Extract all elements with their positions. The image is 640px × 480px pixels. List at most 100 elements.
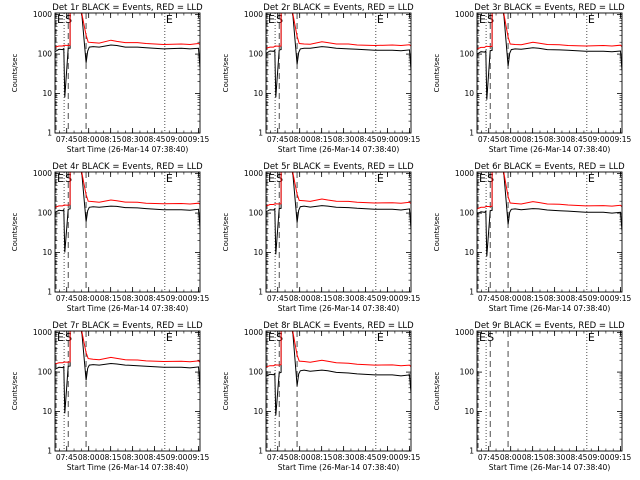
panel-title: Det 1r BLACK = Events, RED = LLD: [52, 3, 203, 13]
marker-label: E: [377, 331, 384, 344]
detector-panel: Det 7r BLACK = Events, RED = LLD Counts/s…: [11, 321, 210, 472]
x-tick-label: 08:00: [500, 453, 522, 462]
detector-panel: Det 4r BLACK = Events, RED = LLD Counts/s…: [11, 162, 210, 313]
marker-label: E: [268, 331, 275, 344]
panel-title: Det 7r BLACK = Events, RED = LLD: [52, 321, 203, 331]
y-tick-label: 1000: [33, 10, 52, 19]
y-tick-label: 10: [42, 89, 52, 98]
y-tick-label: 1: [469, 129, 474, 138]
x-tick-label: 07:45: [56, 294, 78, 303]
marker-label: E: [377, 172, 384, 185]
marker-label: E: [268, 172, 275, 185]
x-tick-label: 08:15: [311, 453, 333, 462]
x-tick-label: 08:30: [122, 453, 144, 462]
y-tick-label: 10: [464, 89, 474, 98]
y-tick-label: 1: [469, 288, 474, 297]
y-tick-label: 100: [38, 368, 53, 377]
y-tick-label: 100: [38, 50, 53, 59]
x-tick-label: 08:45: [355, 453, 377, 462]
x-tick-label: 09:00: [588, 135, 610, 144]
y-axis-label: Counts/sec: [433, 54, 441, 93]
x-tick-label: 09:15: [610, 453, 632, 462]
x-tick-label: 08:30: [544, 135, 566, 144]
x-tick-label: 09:00: [588, 294, 610, 303]
detector-panel: Det 3r BLACK = Events, RED = LLD Counts/s…: [433, 3, 632, 154]
x-axis-label: Start Time (26-Mar-14 07:38:40): [489, 304, 611, 313]
marker-label: E: [57, 13, 64, 26]
y-axis-label: Counts/sec: [222, 54, 230, 93]
plot-frame: [476, 171, 623, 293]
y-tick-label: 1: [47, 129, 52, 138]
y-tick-label: 1000: [244, 10, 263, 19]
x-tick-label: 09:00: [166, 135, 188, 144]
x-axis-label: Start Time (26-Mar-14 07:38:40): [67, 304, 189, 313]
x-tick-label: 09:15: [188, 294, 210, 303]
lld-series-line: [55, 172, 200, 208]
y-axis-label: Counts/sec: [433, 213, 441, 252]
y-tick-label: 10: [253, 407, 263, 416]
detector-panel: Det 8r BLACK = Events, RED = LLD Counts/s…: [222, 321, 421, 472]
x-tick-label: 09:15: [399, 294, 421, 303]
x-tick-label: 09:15: [610, 135, 632, 144]
y-tick-label: 10: [42, 248, 52, 257]
x-tick-label: 07:45: [56, 453, 78, 462]
y-tick-label: 1: [258, 288, 263, 297]
detector-panel: Det 1r BLACK = Events, RED = LLD Counts/s…: [11, 3, 210, 154]
y-tick-label: 10: [42, 407, 52, 416]
y-tick-label: 100: [249, 209, 264, 218]
x-axis-label: Start Time (26-Mar-14 07:38:40): [278, 463, 400, 472]
y-tick-label: 1: [47, 288, 52, 297]
y-tick-label: 1000: [244, 328, 263, 337]
x-tick-label: 08:15: [311, 135, 333, 144]
marker-label: S: [65, 331, 72, 344]
marker-label: E: [57, 172, 64, 185]
lld-series-line: [477, 13, 622, 50]
y-tick-label: 1: [258, 447, 263, 456]
lld-series-line: [266, 13, 411, 49]
x-tick-label: 08:45: [355, 135, 377, 144]
marker-label: E: [166, 331, 173, 344]
lld-series-line: [266, 331, 411, 368]
marker-label: E: [479, 13, 486, 26]
y-tick-label: 1000: [455, 10, 474, 19]
plot-frame: [265, 330, 412, 452]
events-series-line: [477, 172, 622, 257]
plot-frame: [54, 12, 201, 134]
y-axis-label: Counts/sec: [433, 372, 441, 411]
x-axis-label: Start Time (26-Mar-14 07:38:40): [489, 463, 611, 472]
x-tick-label: 07:45: [267, 294, 289, 303]
y-tick-label: 1: [469, 447, 474, 456]
detector-panel: Det 6r BLACK = Events, RED = LLD Counts/s…: [433, 162, 632, 313]
detector-panel: Det 2r BLACK = Events, RED = LLD Counts/s…: [222, 3, 421, 154]
marker-label: E: [588, 172, 595, 185]
y-tick-label: 1000: [455, 328, 474, 337]
x-tick-label: 08:30: [333, 294, 355, 303]
x-tick-label: 09:00: [377, 453, 399, 462]
detector-panel: Det 9r BLACK = Events, RED = LLD Counts/s…: [433, 321, 632, 472]
x-tick-label: 08:30: [544, 453, 566, 462]
x-axis-label: Start Time (26-Mar-14 07:38:40): [278, 145, 400, 154]
marker-label: E: [166, 13, 173, 26]
x-tick-label: 07:45: [267, 135, 289, 144]
x-tick-label: 09:00: [377, 294, 399, 303]
panel-title: Det 6r BLACK = Events, RED = LLD: [474, 162, 625, 172]
events-series-line: [55, 331, 200, 414]
panel-title: Det 5r BLACK = Events, RED = LLD: [263, 162, 414, 172]
x-tick-label: 09:15: [610, 294, 632, 303]
x-tick-label: 08:15: [100, 453, 122, 462]
x-tick-label: 08:15: [100, 294, 122, 303]
events-series-line: [266, 331, 411, 416]
plot-frame: [476, 330, 623, 452]
x-tick-label: 09:15: [399, 453, 421, 462]
x-tick-label: 09:15: [399, 135, 421, 144]
lld-series-line: [55, 13, 200, 48]
y-tick-label: 1000: [33, 328, 52, 337]
plot-frame: [54, 330, 201, 452]
x-tick-label: 07:45: [478, 294, 500, 303]
x-tick-label: 08:00: [289, 294, 311, 303]
x-tick-label: 08:30: [333, 135, 355, 144]
x-tick-label: 08:30: [333, 453, 355, 462]
x-tick-label: 08:15: [522, 453, 544, 462]
x-tick-label: 09:00: [377, 135, 399, 144]
